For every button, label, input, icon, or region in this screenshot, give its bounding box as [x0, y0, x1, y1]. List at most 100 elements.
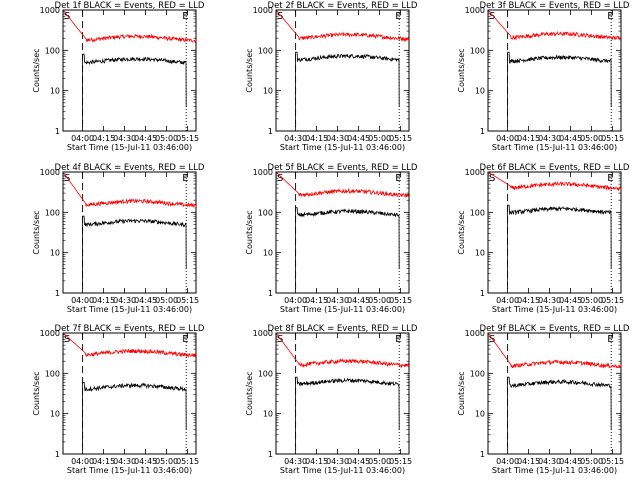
series-line-lld [63, 172, 197, 209]
x-tick-label: 05:00 [580, 457, 603, 466]
x-tick-label: 05:15 [601, 134, 624, 143]
series-line-lld [276, 10, 410, 43]
x-tick-label: 04:15 [305, 134, 328, 143]
x-tick-label: 05:15 [601, 457, 624, 466]
detector-panel-4: Det 4f BLACK = Events, RED = LLD 1 10 100 10… [32, 163, 205, 314]
detector-panel-1: Det 1f BLACK = Events, RED = LLD 1 10 100 10… [32, 1, 205, 152]
end-marker: E [182, 173, 188, 184]
panel-title: Det 4f BLACK = Events, RED = LLD [55, 163, 205, 173]
y-tick-label: 1000 [465, 168, 485, 177]
x-tick-label: 04:45 [347, 134, 370, 143]
detector-panel-2: Det 2f BLACK = Events, RED = LLD 1 10 100 10… [245, 1, 418, 152]
y-axis-label: Counts/sec [245, 210, 254, 254]
end-marker: E [607, 11, 613, 22]
x-axis-label: Start Time (15-Jul-11 03:46:00) [280, 143, 405, 152]
y-axis-label: Counts/sec [245, 48, 254, 92]
x-axis-label: Start Time (15-Jul-11 03:46:00) [67, 305, 192, 314]
y-tick-label: 1 [480, 450, 485, 459]
y-tick-label: 1000 [465, 6, 485, 15]
y-tick-label: 100 [258, 369, 273, 378]
x-tick-label: 05:15 [601, 296, 624, 305]
x-tick-label: 05:00 [580, 134, 603, 143]
start-marker: S [64, 173, 70, 184]
detector-panel-9: Det 9f BLACK = Events, RED = LLD 1 10 100 10… [457, 324, 630, 475]
x-tick-label: 04:15 [305, 296, 328, 305]
y-tick-label: 1000 [40, 6, 60, 15]
start-marker: S [489, 173, 495, 184]
start-marker: S [64, 334, 70, 345]
x-tick-label: 05:00 [368, 134, 391, 143]
detector-panel-3: Det 3f BLACK = Events, RED = LLD 1 10 100 10… [457, 1, 630, 152]
y-tick-label: 100 [470, 208, 485, 217]
series-line-lld [488, 172, 622, 192]
plot-frame [275, 9, 410, 132]
x-tick-label: 04:00 [71, 457, 94, 466]
series-line-events [507, 204, 612, 286]
x-axis-label: Start Time (15-Jul-11 03:46:00) [280, 305, 405, 314]
y-tick-label: 100 [470, 46, 485, 55]
y-tick-label: 10 [263, 249, 273, 258]
x-tick-label: 04:30 [113, 296, 136, 305]
x-tick-label: 04:45 [347, 296, 370, 305]
x-tick-label: 04:30 [113, 457, 136, 466]
y-tick-label: 10 [263, 87, 273, 96]
plot-frame [487, 332, 622, 455]
y-tick-label: 1 [480, 127, 485, 136]
x-tick-label: 04:00 [71, 296, 94, 305]
x-tick-label: 04:00 [496, 296, 519, 305]
series-line-events [295, 207, 400, 286]
series-line-events [82, 215, 187, 286]
plot-frame [487, 171, 622, 294]
y-tick-label: 100 [470, 369, 485, 378]
x-tick-label: 05:15 [176, 457, 199, 466]
x-axis-label: Start Time (15-Jul-11 03:46:00) [67, 143, 192, 152]
x-tick-label: 05:00 [368, 296, 391, 305]
x-tick-label: 04:30 [326, 457, 349, 466]
start-marker: S [277, 334, 283, 345]
detector-panel-6: Det 6f BLACK = Events, RED = LLD 1 10 100 10… [457, 163, 630, 314]
x-tick-label: 04:15 [305, 457, 328, 466]
y-tick-label: 1000 [40, 329, 60, 338]
x-tick-label: 04:15 [517, 134, 540, 143]
y-axis-label: Counts/sec [32, 210, 41, 254]
x-tick-label: 05:15 [389, 457, 412, 466]
start-marker: S [64, 11, 70, 22]
x-tick-label: 04:00 [496, 134, 519, 143]
series-line-events [82, 53, 187, 124]
y-axis-label: Counts/sec [245, 371, 254, 415]
y-tick-label: 1 [480, 289, 485, 298]
x-tick-label: 05:15 [389, 296, 412, 305]
x-tick-label: 05:00 [368, 457, 391, 466]
y-tick-label: 100 [258, 208, 273, 217]
x-tick-label: 04:45 [134, 134, 157, 143]
y-tick-label: 10 [50, 87, 60, 96]
y-tick-label: 1 [55, 450, 60, 459]
y-tick-label: 1 [268, 289, 273, 298]
x-tick-label: 04:45 [559, 457, 582, 466]
y-tick-label: 1000 [40, 168, 60, 177]
series-line-events [295, 51, 400, 124]
x-tick-label: 05:15 [176, 134, 199, 143]
panel-title: Det 1f BLACK = Events, RED = LLD [55, 1, 205, 11]
y-axis-label: Counts/sec [32, 48, 41, 92]
x-tick-label: 04:15 [92, 296, 115, 305]
x-tick-label: 04:15 [517, 296, 540, 305]
x-tick-label: 04:45 [347, 457, 370, 466]
end-marker: E [182, 11, 188, 22]
y-tick-label: 100 [258, 46, 273, 55]
y-tick-label: 100 [45, 208, 60, 217]
plot-frame [275, 171, 410, 294]
plot-frame [62, 332, 197, 455]
y-axis-label: Counts/sec [457, 48, 466, 92]
end-marker: E [607, 334, 613, 345]
y-tick-label: 10 [50, 249, 60, 258]
plot-frame [62, 9, 197, 132]
x-tick-label: 05:15 [389, 134, 412, 143]
y-tick-label: 1 [55, 289, 60, 298]
x-tick-label: 05:00 [155, 134, 178, 143]
x-tick-label: 05:00 [580, 296, 603, 305]
x-tick-label: 04:30 [284, 457, 307, 466]
x-axis-label: Start Time (15-Jul-11 03:46:00) [492, 143, 617, 152]
x-tick-label: 04:45 [134, 296, 157, 305]
